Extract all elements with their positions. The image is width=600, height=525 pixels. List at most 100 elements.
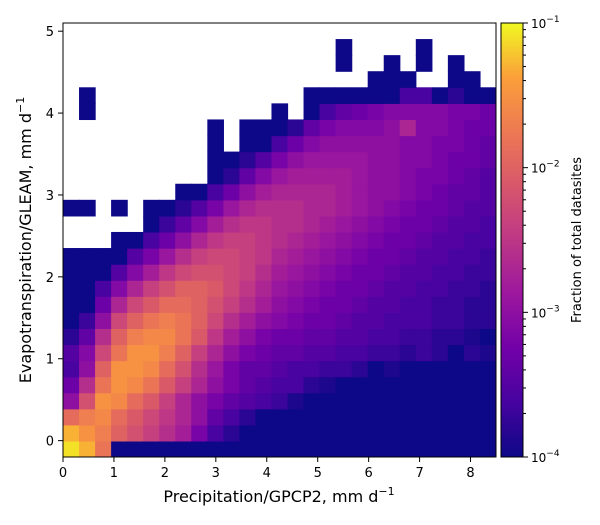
heatmap-cell — [303, 440, 321, 457]
heatmap-cell — [383, 71, 401, 88]
heatmap-cell — [191, 296, 208, 313]
heatmap-cell — [63, 264, 80, 281]
heatmap-cell — [319, 376, 337, 394]
heatmap-cell — [479, 215, 496, 233]
heatmap-cell — [415, 264, 433, 281]
heatmap-cell — [303, 328, 321, 346]
colorbar-ticks: 10−1 10−2 10−3 10−4 — [523, 15, 560, 465]
heatmap-cell — [95, 392, 112, 410]
heatmap-cell — [95, 280, 112, 297]
heatmap-cell — [287, 328, 305, 346]
heatmap-cell — [271, 392, 289, 410]
heatmap-cell — [79, 280, 96, 297]
heatmap-cell — [479, 167, 496, 185]
x-tick-label: 8 — [466, 466, 474, 481]
heatmap-cell — [111, 264, 128, 281]
heatmap-cell — [63, 408, 80, 426]
heatmap-cell — [447, 296, 465, 313]
heatmap-cell — [223, 312, 240, 329]
heatmap-cell — [367, 103, 385, 121]
y-tick-label: 2 — [46, 271, 54, 286]
heatmap-cell — [447, 264, 465, 281]
heatmap-cell — [399, 312, 417, 329]
heatmap-cell — [111, 312, 128, 329]
heatmap-cell — [111, 376, 128, 394]
heatmap-cell — [351, 151, 369, 169]
heatmap-cell — [479, 296, 496, 313]
heatmap-cell — [95, 424, 112, 442]
heatmap-cell — [447, 87, 465, 104]
heatmap-cell — [223, 376, 240, 394]
heatmap-cell — [127, 392, 144, 410]
heatmap-cell — [303, 248, 321, 265]
heatmap-cell — [143, 199, 160, 217]
heatmap-cell — [239, 183, 257, 201]
heatmap-cell — [191, 248, 208, 265]
heatmap-cell — [223, 199, 240, 217]
heatmap-cell — [207, 183, 224, 201]
heatmap-cell — [463, 360, 481, 378]
heatmap-cell — [463, 151, 481, 169]
heatmap-cell — [95, 296, 112, 313]
heatmap-cell — [79, 376, 96, 394]
heatmap-cell — [479, 135, 496, 153]
heatmap-cell — [447, 151, 465, 169]
heatmap-cell — [95, 248, 112, 265]
heatmap-cell — [63, 328, 80, 346]
heatmap-cell — [367, 119, 385, 137]
heatmap-cell — [399, 199, 417, 217]
heatmap-cell — [255, 424, 273, 442]
heatmap-cell — [447, 344, 465, 362]
heatmap-cell — [383, 151, 401, 169]
heatmap-cell — [287, 408, 305, 426]
heatmap-cell — [447, 71, 465, 88]
heatmap-cell — [303, 87, 321, 104]
heatmap-cell — [287, 440, 305, 457]
heatmap-cell — [447, 392, 465, 410]
heatmap-cell — [319, 215, 337, 233]
heatmap-cell — [271, 135, 289, 153]
heatmap-cell — [95, 360, 112, 378]
heatmap-cell — [431, 280, 449, 297]
heatmap-cell — [399, 183, 417, 201]
heatmap-cell — [271, 215, 289, 233]
heatmap-cell — [351, 231, 369, 249]
heatmap-cell — [287, 215, 305, 233]
heatmap-cell — [463, 135, 481, 153]
heatmap-cell — [175, 183, 192, 201]
heatmap-cell — [255, 344, 273, 362]
heatmap-cell — [239, 360, 257, 378]
heatmap-cell — [431, 376, 449, 394]
heatmap-cell — [367, 328, 385, 346]
heatmap-cell — [415, 296, 433, 313]
heatmap-cell — [303, 376, 321, 394]
heatmap-cell — [383, 55, 401, 72]
heatmap-cell — [175, 248, 192, 265]
heatmap-cell — [319, 135, 337, 153]
heatmap-cell — [415, 135, 433, 153]
heatmap-cell — [79, 248, 96, 265]
heatmap-cell — [159, 344, 176, 362]
heatmap-cell — [335, 424, 353, 442]
heatmap-cell — [399, 135, 417, 153]
heatmap-cell — [383, 264, 401, 281]
heatmap-cell — [111, 424, 128, 442]
heatmap-cell — [191, 183, 208, 201]
heatmap-cell — [415, 103, 433, 121]
heatmap-cell — [367, 71, 385, 88]
colorbar-frame — [500, 22, 524, 458]
heatmap-cell — [431, 296, 449, 313]
heatmap-cell — [335, 248, 353, 265]
heatmap-cell — [415, 199, 433, 217]
heatmap-cell — [191, 344, 208, 362]
heatmap-cell — [175, 215, 192, 233]
heatmap-cell — [431, 344, 449, 362]
heatmap-cell — [159, 360, 176, 378]
heatmap-cell — [191, 376, 208, 394]
heatmap-cell — [431, 135, 449, 153]
heatmap-cell — [255, 231, 273, 249]
heatmap-cell — [431, 392, 449, 410]
heatmap-cell — [479, 231, 496, 249]
heatmap-cell — [287, 167, 305, 185]
heatmap-cell — [351, 87, 369, 104]
